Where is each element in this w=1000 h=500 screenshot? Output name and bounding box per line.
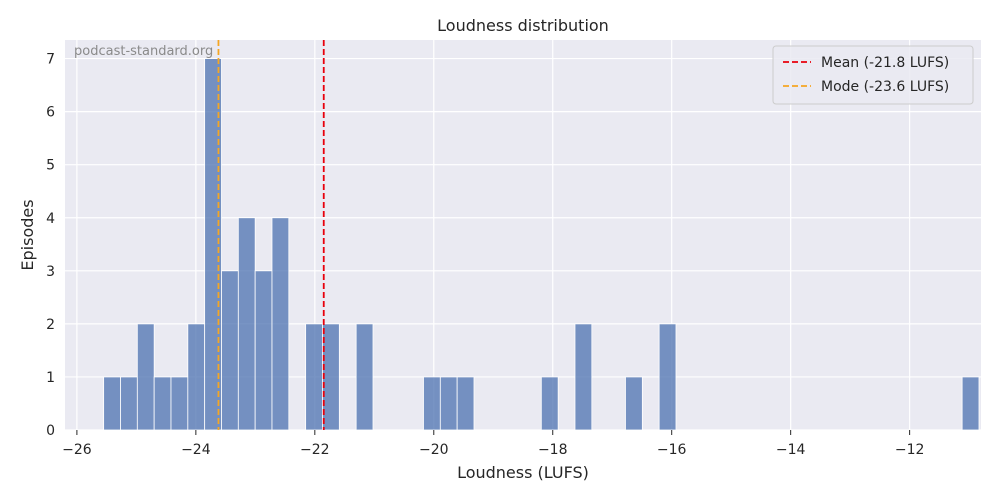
x-tick-label: −14 xyxy=(776,442,806,458)
histogram-bar xyxy=(305,323,323,431)
histogram-bar xyxy=(254,270,273,431)
histogram-bar xyxy=(355,323,374,431)
y-tick-label: 4 xyxy=(46,211,55,227)
x-tick-label: −16 xyxy=(657,442,687,458)
histogram-bar xyxy=(136,323,155,431)
y-tick-label: 1 xyxy=(46,370,55,386)
histogram-bar xyxy=(961,376,980,431)
histogram-bar xyxy=(221,270,239,431)
reference-lines xyxy=(217,40,325,430)
watermark-text: podcast-standard.org xyxy=(74,44,213,59)
y-tick-label: 6 xyxy=(46,105,55,121)
histogram-bar xyxy=(271,217,290,431)
histogram-bar xyxy=(187,323,206,431)
y-tick-label: 2 xyxy=(46,317,55,333)
x-axis-ticks: −26 −24 −22 −20 −18 −16 −14 −12 xyxy=(62,430,924,458)
histogram-bar xyxy=(237,217,256,431)
x-tick-label: −22 xyxy=(300,442,330,458)
histogram-bar xyxy=(423,376,441,431)
histogram-bar xyxy=(574,323,593,431)
x-tick-label: −18 xyxy=(538,442,568,458)
x-axis-label: Loudness (LUFS) xyxy=(457,463,589,482)
x-tick-label: −20 xyxy=(419,442,449,458)
x-tick-label: −12 xyxy=(895,442,925,458)
legend-label: Mode (-23.6 LUFS) xyxy=(821,79,949,95)
legend-box xyxy=(772,45,974,105)
y-tick-label: 5 xyxy=(46,158,55,174)
x-tick-label: −26 xyxy=(62,442,92,458)
chart-title: Loudness distribution xyxy=(437,16,609,35)
legend-label: Mean (-21.8 LUFS) xyxy=(821,55,949,71)
histogram-bars xyxy=(103,58,980,431)
histogram-bar xyxy=(658,323,677,431)
histogram-bar xyxy=(322,323,340,431)
y-tick-label: 3 xyxy=(46,264,55,280)
histogram-bar xyxy=(103,376,121,431)
histogram-bar xyxy=(439,376,458,431)
histogram-bar xyxy=(204,58,222,431)
histogram-bar xyxy=(456,376,475,431)
histogram-bar xyxy=(153,376,172,431)
histogram-bar xyxy=(540,376,559,431)
histogram-bar xyxy=(170,376,189,431)
y-tick-label: 7 xyxy=(46,52,55,68)
x-tick-label: −24 xyxy=(181,442,211,458)
histogram-bar xyxy=(625,376,643,431)
legend: Mean (-21.8 LUFS) Mode (-23.6 LUFS) xyxy=(772,45,974,105)
y-axis-ticks: 0 1 2 3 4 5 6 7 xyxy=(46,52,55,439)
histogram-bar xyxy=(120,376,138,431)
y-tick-label: 0 xyxy=(46,423,55,439)
y-axis-label: Episodes xyxy=(18,199,37,270)
